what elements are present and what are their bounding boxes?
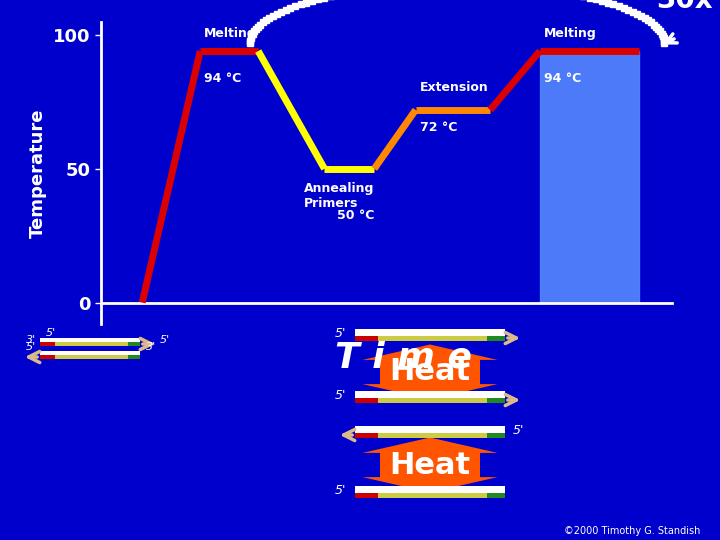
Bar <box>128 355 140 359</box>
Text: 5': 5' <box>335 484 346 497</box>
Bar <box>40 338 140 346</box>
Text: 30x: 30x <box>657 0 714 14</box>
Bar <box>487 492 505 498</box>
Text: Annealing
Primers: Annealing Primers <box>304 182 374 210</box>
Bar <box>355 391 505 403</box>
FancyArrow shape <box>362 372 498 400</box>
Bar <box>355 329 505 341</box>
Bar <box>40 342 55 346</box>
Text: Heat: Heat <box>390 357 471 387</box>
Bar <box>487 433 505 438</box>
Bar <box>355 433 505 438</box>
Text: T i m e: T i m e <box>335 340 472 374</box>
Text: 94 °C: 94 °C <box>204 72 242 85</box>
FancyArrow shape <box>362 345 498 372</box>
Y-axis label: Temperature: Temperature <box>30 108 48 238</box>
Text: 5': 5' <box>46 328 56 338</box>
Bar <box>487 335 505 341</box>
Text: ©2000 Timothy G. Standish: ©2000 Timothy G. Standish <box>564 526 700 536</box>
Bar <box>40 355 140 359</box>
Text: Extension: Extension <box>420 81 488 94</box>
Bar <box>40 351 140 359</box>
Bar <box>40 355 55 359</box>
Text: 5': 5' <box>513 424 524 437</box>
Text: Melting: Melting <box>544 28 597 40</box>
Text: 5': 5' <box>160 335 170 345</box>
Text: 72 °C: 72 °C <box>420 120 457 133</box>
Bar <box>128 342 140 346</box>
FancyArrow shape <box>362 437 498 465</box>
Text: 5': 5' <box>335 389 346 402</box>
Bar <box>355 433 377 438</box>
Bar <box>355 426 505 438</box>
Text: 94 °C: 94 °C <box>544 72 581 85</box>
Text: 3': 3' <box>146 342 156 352</box>
Text: 5': 5' <box>335 327 346 340</box>
Bar <box>487 397 505 403</box>
Bar <box>355 397 505 403</box>
Bar <box>355 335 377 341</box>
Text: 3': 3' <box>26 335 36 345</box>
Bar <box>355 486 505 498</box>
Text: 5': 5' <box>26 342 36 352</box>
Text: 50 °C: 50 °C <box>337 209 374 222</box>
Bar <box>355 397 377 403</box>
Text: Melting: Melting <box>204 28 257 40</box>
Bar <box>40 342 140 346</box>
Bar <box>355 492 377 498</box>
Text: Heat: Heat <box>390 450 471 480</box>
FancyArrow shape <box>362 465 498 492</box>
Bar <box>355 492 505 498</box>
Bar <box>355 335 505 341</box>
